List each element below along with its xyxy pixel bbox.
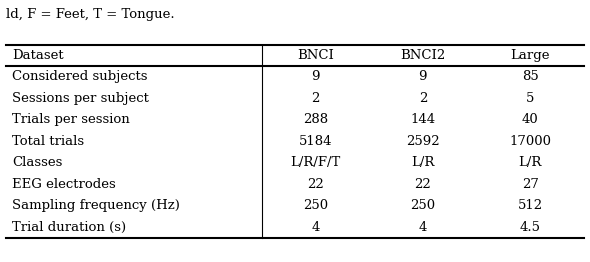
- Text: 250: 250: [410, 199, 435, 212]
- Text: 27: 27: [522, 178, 539, 191]
- Text: 512: 512: [518, 199, 543, 212]
- Text: 4: 4: [311, 221, 320, 234]
- Text: BNCI2: BNCI2: [400, 49, 445, 62]
- Text: 4.5: 4.5: [520, 221, 541, 234]
- Text: Trials per session: Trials per session: [12, 113, 130, 126]
- Text: 17000: 17000: [509, 135, 551, 148]
- Text: L/R: L/R: [411, 156, 434, 169]
- Text: L/R/F/T: L/R/F/T: [290, 156, 340, 169]
- Text: 9: 9: [311, 70, 320, 83]
- Text: Classes: Classes: [12, 156, 62, 169]
- Text: Sessions per subject: Sessions per subject: [12, 92, 149, 105]
- Text: 5: 5: [526, 92, 535, 105]
- Text: 4: 4: [419, 221, 427, 234]
- Text: 40: 40: [522, 113, 539, 126]
- Text: 85: 85: [522, 70, 539, 83]
- Text: 2: 2: [419, 92, 427, 105]
- Text: 144: 144: [410, 113, 435, 126]
- Text: 288: 288: [303, 113, 328, 126]
- Text: Sampling frequency (Hz): Sampling frequency (Hz): [12, 199, 180, 212]
- Text: Considered subjects: Considered subjects: [12, 70, 148, 83]
- Text: Large: Large: [510, 49, 550, 62]
- Text: Dataset: Dataset: [12, 49, 64, 62]
- Text: ld, F = Feet, T = Tongue.: ld, F = Feet, T = Tongue.: [6, 8, 175, 21]
- Text: EEG electrodes: EEG electrodes: [12, 178, 116, 191]
- Text: 2592: 2592: [406, 135, 440, 148]
- Text: Trial duration (s): Trial duration (s): [12, 221, 126, 234]
- Text: Total trials: Total trials: [12, 135, 84, 148]
- Text: 5184: 5184: [299, 135, 332, 148]
- Text: 9: 9: [418, 70, 427, 83]
- Text: 22: 22: [307, 178, 324, 191]
- Text: BNCI: BNCI: [297, 49, 334, 62]
- Text: 2: 2: [311, 92, 320, 105]
- Text: 22: 22: [414, 178, 431, 191]
- Text: L/R: L/R: [519, 156, 542, 169]
- Text: 250: 250: [303, 199, 328, 212]
